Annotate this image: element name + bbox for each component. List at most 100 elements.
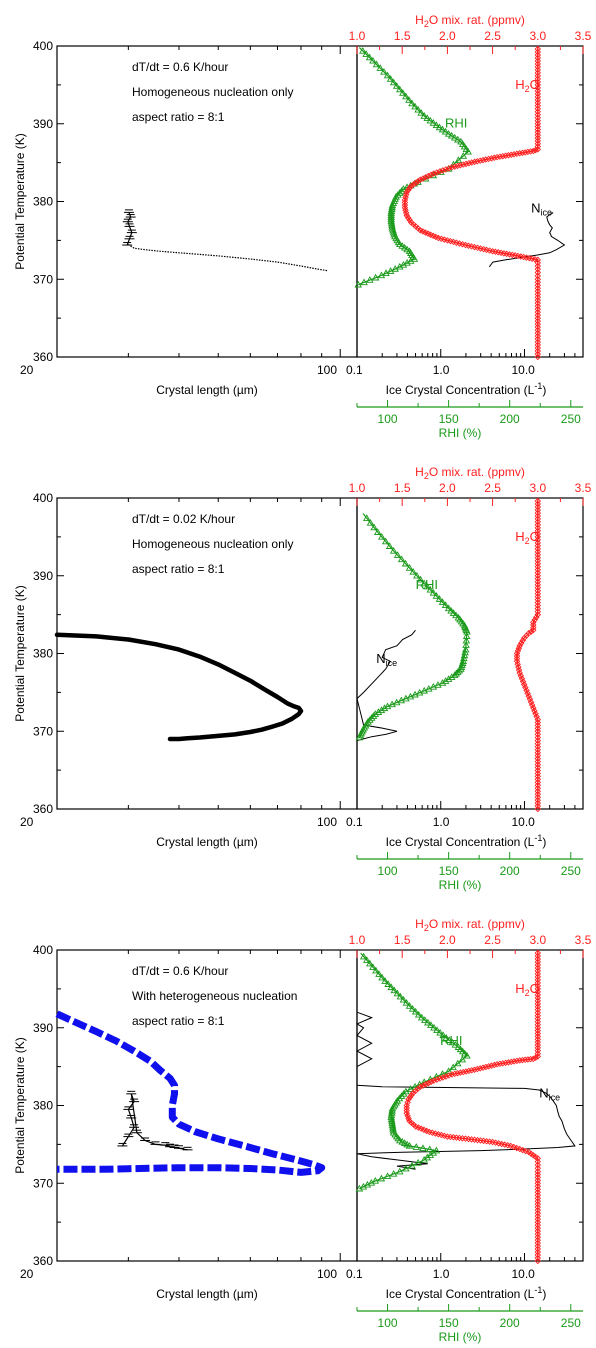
h2o-marker [427,1078,435,1086]
chart-panel-bottom: 360 370 380 390 400 20 100 Crystal length (µm) P… [13,917,592,1344]
rhi-marker [380,704,389,712]
h2o-marker [534,1185,542,1193]
rhi-marker [411,102,419,110]
h2o-marker [429,232,437,240]
h2o-marker [445,1072,453,1079]
rhi-marker [438,679,447,686]
rhi-marker [432,592,441,599]
rhi-marker [372,966,380,974]
y-tick-label: 370 [33,724,53,738]
h2o-marker [534,536,542,544]
h2o-marker [534,542,542,550]
h2o-marker [419,228,427,235]
h2o-marker [534,1245,542,1253]
h2o-marker [534,279,542,286]
h2o-marker [406,184,413,192]
text-part: RHI (%) [439,878,482,892]
text-part: 2.0 [439,481,456,495]
rhi-marker [395,1167,404,1175]
h2o-marker [534,554,542,562]
text-part: O [530,529,540,544]
text-part: 370 [33,272,53,286]
h2o-marker [465,242,472,249]
h2o-marker [456,1134,463,1142]
h2o-marker [442,166,450,173]
rhi-marker [387,211,395,218]
rhi-marker [409,567,417,575]
text-part: Potential Temperature (K) [13,1037,27,1174]
h2o-marker [534,350,542,358]
h2o-marker [534,764,542,771]
rhi-marker [387,215,395,222]
h2o-marker [534,48,542,56]
h2o-marker [534,276,542,283]
h2o-tick-label: 3.5 [575,29,592,43]
h2o-marker [534,557,542,565]
h2o-marker [534,1000,542,1008]
h2o-marker [462,1135,469,1142]
h2o-marker [513,150,521,158]
text-part: H [515,77,524,92]
text-part: Potential Temperature (K) [13,585,27,722]
rhi-marker [365,53,374,61]
rhi-marker [387,1115,396,1122]
h2o-marker [534,530,542,538]
text-part: 360 [33,350,53,364]
h2o-marker [530,624,537,631]
rhi-marker [388,224,397,232]
rhi-marker [366,276,374,283]
text-part: 200 [500,1316,520,1330]
h2o-marker [534,1206,542,1214]
h2o-marker [451,1070,458,1078]
h2o-marker [534,353,542,361]
crystal-length-series-0 [128,243,328,272]
h2o-marker [403,188,410,196]
h2o-marker [534,955,542,963]
text-part: 1.0 [349,933,366,947]
h2o-marker [534,1233,542,1241]
conc-tick-label: 0.1 [346,363,363,377]
h2o-marker [493,1061,501,1068]
text-part: 390 [33,1021,53,1035]
h2o-tick-label: 3.5 [575,933,592,947]
rhi-marker [393,551,402,558]
h2o-marker [534,1021,542,1028]
annotation: dT/dt = 0.6 K/hour [132,964,228,978]
h2o-tick-label: 2.5 [484,933,501,947]
text-part: 250 [561,1316,581,1330]
rhi-marker [455,666,464,674]
h2o-marker [534,1257,542,1265]
text-part: 0.1 [346,363,363,377]
text-part: H [515,981,524,996]
h2o-marker [403,1104,410,1112]
h2o-marker [486,247,493,254]
h2o-marker [513,1057,521,1065]
x-tick-label: 20 [20,1267,34,1281]
h2o-marker [474,244,481,252]
rhi-marker [408,99,416,107]
h2o-tick-label: 1.5 [394,29,411,43]
conc-axis-label: Ice Crystal Concentration (L-1) [386,1285,547,1301]
h2o-marker [448,164,456,171]
text-part: O [530,981,540,996]
h2o-marker [494,249,502,256]
h2o-marker [426,1128,433,1136]
h2o-marker [534,1227,542,1235]
h2o-marker [409,1089,417,1097]
crystal-length-series-0 [54,632,304,742]
h2o-marker [534,521,542,529]
text-part: ice [540,207,552,217]
h2o-marker [534,799,542,807]
h2o-marker [432,233,440,241]
h2o-series [404,46,539,357]
rhi-marker [395,85,404,93]
rhi-marker [423,582,432,590]
h2o-marker [534,500,542,508]
rhi-marker [416,575,425,583]
rhi-marker [393,989,402,997]
rhi-marker [388,1117,396,1124]
rhi-marker [441,127,450,135]
h2o-marker [534,314,542,322]
h2o-marker [534,590,542,597]
rhi-marker [450,671,459,679]
